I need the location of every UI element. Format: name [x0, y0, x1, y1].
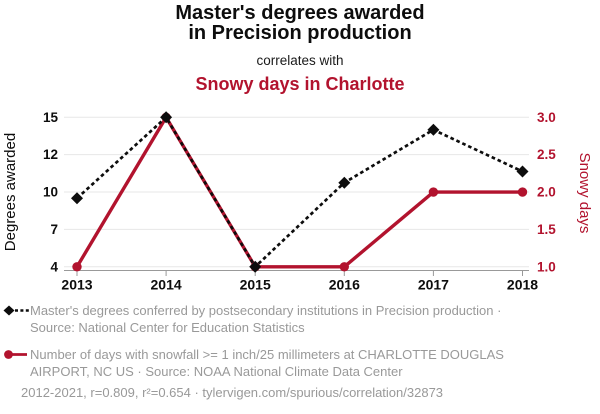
degrees-data-point	[160, 111, 173, 124]
degrees-data-point	[249, 260, 262, 273]
legend-text-snowfall: Number of days with snowfall >= 1 inch/2…	[30, 347, 504, 379]
right-axis-tick-label: 1.5	[537, 222, 556, 237]
snowy-days-data-point	[517, 187, 528, 197]
chart-header: Master's degrees awarded in Precision pr…	[0, 3, 600, 95]
snowy-days-data-point	[339, 262, 349, 272]
correlates-with-label: correlates with	[256, 53, 344, 68]
legend-item-snowfall: Number of days with snowfall >= 1 inch/2…	[0, 346, 590, 380]
red-circle-marker-icon	[4, 350, 27, 359]
snowy-days-line	[75, 113, 523, 269]
right-axis-tick-label: 3.0	[537, 110, 556, 125]
legend-text-degrees: Master's degrees conferred by postsecond…	[30, 303, 502, 335]
degrees-line	[76, 115, 524, 269]
right-axis-tick-label: 1.0	[537, 259, 556, 274]
legend-item-degrees: Master's degrees conferred by postsecond…	[0, 302, 590, 336]
subtitle: Snowy days in Charlotte	[195, 74, 405, 94]
degrees-data-point	[71, 192, 83, 205]
left-axis-tick-label: 12	[43, 147, 58, 162]
degrees-data-point	[338, 176, 351, 189]
line-chart: 4 1.0 7 1.5 10 2.0 12 2.5 15 3.0 2013 2014 2015 2016 2…	[2, 110, 593, 293]
x-axis-tick-label: 2017	[418, 277, 449, 293]
x-axis-tick-label: 2016	[329, 277, 360, 293]
left-axis-title: Degrees awarded	[2, 133, 19, 251]
black-diamond-marker-icon	[3, 305, 29, 316]
left-axis-tick-label: 10	[43, 185, 58, 200]
snowy-days-data-point	[72, 262, 82, 272]
chart-plot-area: 4 1.0 7 1.5 10 2.0 12 2.5 15 3.0 2013 2014 2015 2016 2…	[43, 110, 556, 293]
x-axis-tick-label: 2014	[151, 277, 182, 293]
footer-citation: 2012-2021, r=0.809, r²=0.654 · tylervige…	[21, 385, 444, 400]
degrees-data-point	[516, 165, 529, 178]
title-line-1: Master's degrees awarded	[175, 2, 425, 24]
right-axis-tick-label: 2.0	[537, 185, 556, 200]
page-title: Master's degrees awarded in Precision pr…	[0, 3, 600, 43]
left-axis-tick-label: 4	[50, 259, 58, 274]
left-axis-tick-label: 15	[43, 110, 59, 125]
left-axis-tick-label: 7	[50, 222, 58, 237]
title-line-2: in Precision production	[188, 22, 412, 44]
right-axis-tick-label: 2.5	[537, 147, 556, 162]
x-axis-tick-label: 2013	[61, 277, 92, 293]
x-axis-tick-label: 2018	[507, 277, 538, 293]
snowy-days-data-point	[428, 187, 439, 197]
degrees-data-point	[427, 123, 440, 136]
x-axis-tick-label: 2015	[240, 277, 271, 293]
right-axis-title: Snowy days	[576, 153, 593, 234]
